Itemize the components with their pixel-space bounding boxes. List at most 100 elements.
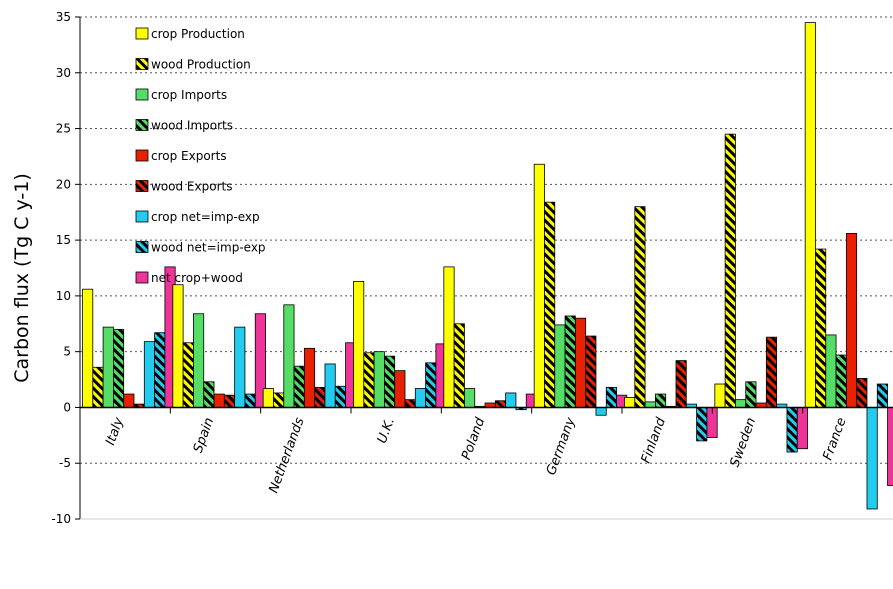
bar — [675, 360, 687, 408]
legend-swatch — [135, 180, 149, 192]
legend-label: net crop+wood — [151, 271, 243, 285]
bar — [234, 326, 246, 408]
bar — [82, 288, 94, 408]
bar — [655, 393, 667, 408]
legend-label: wood Production — [151, 58, 251, 72]
bar — [324, 363, 336, 408]
bar — [143, 341, 156, 408]
bar — [273, 392, 285, 408]
y-tick-label: 35 — [56, 10, 71, 24]
legend-label: crop Exports — [151, 149, 227, 163]
bar — [425, 362, 437, 408]
bar — [866, 407, 878, 510]
bar — [876, 383, 888, 408]
bar — [223, 394, 236, 408]
y-tick-label: -5 — [59, 456, 71, 470]
bar — [394, 370, 406, 408]
bar — [554, 324, 566, 408]
y-axis-ticks: -10 -5 0 5 10 15 20 25 30 35 — [51, 10, 80, 526]
bar — [464, 388, 476, 408]
y-tick-label: 20 — [56, 177, 71, 191]
bar — [123, 393, 135, 408]
bar — [293, 365, 305, 408]
axes — [79, 17, 893, 520]
bar — [314, 386, 326, 408]
legend-label: crop net=imp-exp — [151, 210, 260, 224]
legend: crop Production wood Production crop Impor… — [135, 27, 266, 285]
bar — [856, 378, 868, 408]
x-axis-categories: Italy Spain Netherlands U.K. Poland Germany Fi… — [103, 415, 849, 495]
legend-swatch — [135, 88, 149, 101]
x-category-label: Italy — [103, 415, 127, 447]
legend-label: wood Exports — [151, 180, 232, 194]
bar — [724, 133, 736, 408]
bar — [845, 233, 858, 408]
bar — [585, 335, 597, 408]
bar — [154, 332, 166, 408]
bar — [624, 397, 636, 408]
bar — [796, 407, 808, 450]
bar — [605, 386, 617, 408]
bar — [404, 399, 416, 408]
y-tick-label: -10 — [51, 512, 71, 526]
x-category-label: Finland — [639, 415, 670, 465]
bar — [804, 22, 816, 408]
bar — [262, 388, 274, 408]
bar — [544, 201, 556, 408]
y-tick-label: 0 — [63, 400, 71, 414]
legend-label: wood net=imp-exp — [151, 241, 266, 255]
bar — [203, 381, 215, 408]
legend-swatch — [135, 241, 149, 253]
bar — [213, 393, 225, 408]
bar — [172, 284, 184, 408]
bar — [102, 326, 114, 408]
bar — [193, 313, 205, 408]
bar — [92, 366, 104, 408]
bar — [835, 354, 847, 408]
y-tick-label: 5 — [63, 345, 71, 359]
legend-swatch — [135, 149, 149, 162]
bar — [453, 323, 465, 408]
bar — [533, 163, 545, 408]
bar — [383, 355, 396, 408]
legend-swatch — [135, 27, 149, 40]
gridlines — [80, 16, 893, 464]
y-tick-label: 15 — [56, 233, 71, 247]
bar — [595, 407, 607, 416]
bar — [494, 400, 507, 408]
x-category-label: France — [820, 416, 849, 463]
bar — [443, 266, 455, 408]
bar — [745, 381, 757, 408]
bar — [815, 248, 827, 408]
y-tick-label: 10 — [56, 289, 71, 303]
bar — [887, 407, 893, 486]
y-axis-label: Carbon flux (Tg C y-1) — [11, 173, 33, 382]
bar — [735, 399, 747, 408]
bar — [574, 317, 587, 408]
bar — [786, 407, 798, 453]
legend-swatch — [135, 119, 149, 131]
bar — [634, 206, 646, 408]
bar — [373, 351, 385, 408]
bar — [765, 336, 778, 408]
x-category-label: Sweden — [728, 416, 760, 469]
bar — [334, 385, 346, 408]
x-category-label: Netherlands — [266, 415, 307, 495]
bar — [564, 315, 576, 408]
y-tick-label: 25 — [56, 122, 71, 136]
legend-label: crop Production — [151, 27, 245, 41]
legend-label: crop Imports — [151, 88, 227, 102]
bar — [696, 407, 708, 442]
legend-swatch — [135, 58, 149, 70]
bar — [714, 383, 726, 408]
x-category-label: U.K. — [375, 416, 398, 446]
bar — [113, 328, 125, 408]
bar — [303, 347, 316, 408]
bar — [363, 352, 375, 408]
bar — [182, 342, 194, 408]
bar — [505, 392, 517, 408]
legend-label: wood Imports — [151, 119, 233, 133]
x-category-label: Spain — [191, 416, 218, 455]
bar — [825, 334, 837, 408]
